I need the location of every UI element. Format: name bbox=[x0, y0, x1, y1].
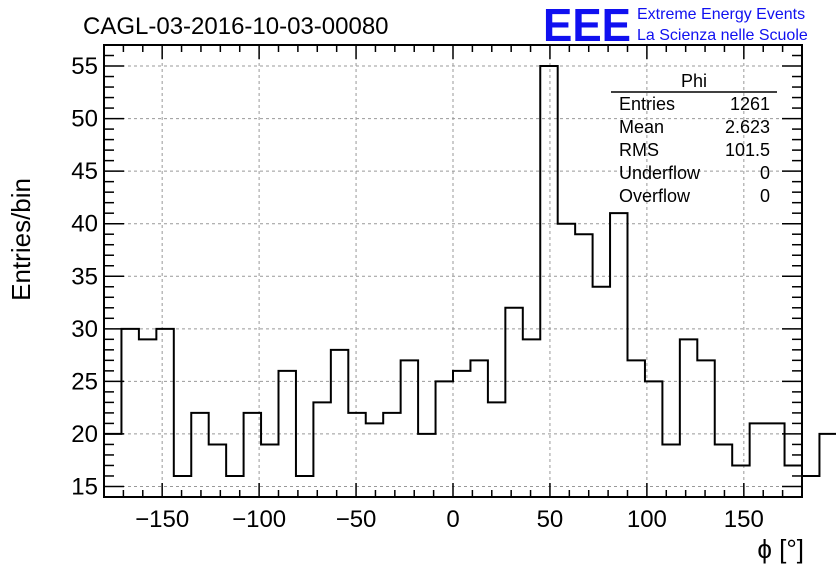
x-tick-label: −150 bbox=[135, 506, 189, 533]
y-tick-label: 35 bbox=[71, 263, 98, 290]
x-tick-label: 100 bbox=[627, 506, 667, 533]
stats-box-name: Phi bbox=[681, 71, 707, 91]
y-axis-title: Entries/bin bbox=[6, 178, 36, 301]
x-tick-label: 0 bbox=[446, 506, 459, 533]
y-tick-labels: 15 20 25 30 35 40 45 50 55 bbox=[71, 53, 98, 500]
stats-value: 0 bbox=[760, 186, 770, 206]
chart-title: CAGL-03-2016-10-03-00080 bbox=[83, 13, 389, 40]
y-tick-label: 45 bbox=[71, 158, 98, 185]
logo-mark: EEE bbox=[543, 0, 631, 51]
x-tick-label: 50 bbox=[537, 506, 564, 533]
x-tick-label: 150 bbox=[724, 506, 764, 533]
stats-value: 2.623 bbox=[725, 117, 770, 137]
y-tick-label: 55 bbox=[71, 53, 98, 80]
histogram-line bbox=[104, 65, 836, 477]
y-tick-label: 15 bbox=[71, 473, 98, 500]
x-axis-title: ϕ [°] bbox=[757, 534, 804, 564]
stats-value: 1261 bbox=[730, 94, 770, 114]
logo-line-1: Extreme Energy Events bbox=[637, 6, 805, 23]
y-tick-label: 30 bbox=[71, 316, 98, 343]
x-tick-label: −100 bbox=[232, 506, 286, 533]
x-tick-label: −50 bbox=[336, 506, 377, 533]
x-tick-labels: −150 −100 −50 0 50 100 150 bbox=[135, 506, 764, 533]
stats-label: Entries bbox=[619, 94, 675, 114]
stats-value: 0 bbox=[760, 163, 770, 183]
stats-label: Underflow bbox=[619, 163, 701, 183]
y-tick-label: 50 bbox=[71, 106, 98, 133]
stats-label: Mean bbox=[619, 117, 664, 137]
axis-ticks bbox=[104, 45, 802, 497]
y-tick-label: 20 bbox=[71, 421, 98, 448]
y-tick-label: 40 bbox=[71, 211, 98, 238]
logo-line-2: La Scienza nelle Scuole bbox=[637, 27, 808, 44]
stats-box: Phi Entries 1261 Mean 2.623 RMS 101.5 Underflo… bbox=[611, 71, 777, 206]
stats-label: RMS bbox=[619, 140, 659, 160]
stats-value: 101.5 bbox=[725, 140, 770, 160]
stats-label: Overflow bbox=[619, 186, 691, 206]
stats-rows: Entries 1261 Mean 2.623 RMS 101.5 Underflow 0 Ov… bbox=[619, 94, 770, 206]
eee-logo: EEE Extreme Energy Events La Scienza nel… bbox=[543, 0, 808, 51]
y-tick-label: 25 bbox=[71, 368, 98, 395]
